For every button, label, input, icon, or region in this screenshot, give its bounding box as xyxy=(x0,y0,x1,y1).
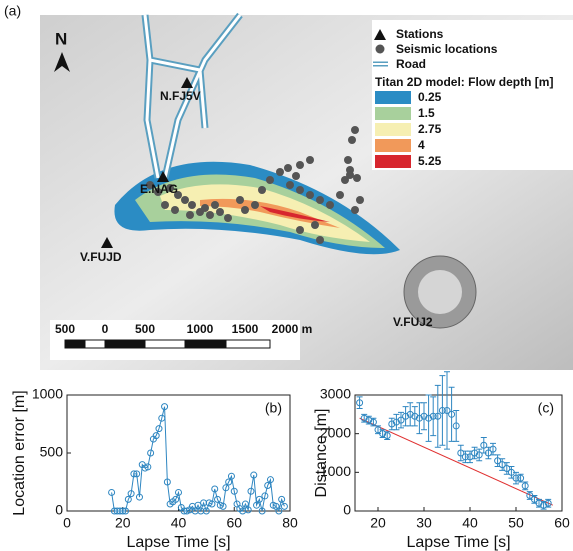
seismic-dot xyxy=(161,201,169,209)
crater-inner xyxy=(418,270,462,314)
seismic-dot xyxy=(186,211,194,219)
x-tick-label: 40 xyxy=(462,515,478,531)
seismic-dot xyxy=(346,171,354,179)
seismic-dot xyxy=(353,174,361,182)
seismic-dot xyxy=(326,201,334,209)
seismic-dot xyxy=(236,196,244,204)
colorbar-title: Titan 2D model: Flow depth [m] xyxy=(375,75,553,89)
seismic-dot xyxy=(241,206,249,214)
plot-area xyxy=(355,395,562,511)
seismic-dot xyxy=(181,196,189,204)
seismic-dot xyxy=(206,211,214,219)
panel-label: (b) xyxy=(265,400,282,416)
y-tick-label: 3000 xyxy=(320,386,351,402)
scale-label: 500 xyxy=(55,322,75,336)
seismic-dot xyxy=(306,156,314,164)
seismic-dot xyxy=(311,221,319,229)
seismic-dot xyxy=(306,191,314,199)
seismic-dot xyxy=(356,196,364,204)
color-swatch xyxy=(375,155,411,168)
scale-label: 2000 m xyxy=(272,322,313,336)
colorbar-label: 2.75 xyxy=(418,122,442,136)
legend-label: Road xyxy=(396,57,426,71)
colorbar-label: 1.5 xyxy=(418,106,435,120)
y-tick-label: 500 xyxy=(40,444,64,460)
station-label: E.NAG xyxy=(140,182,178,196)
x-tick-label: 20 xyxy=(370,515,386,531)
colorbar-label: 4 xyxy=(418,138,425,152)
seismic-dot xyxy=(284,164,292,172)
color-swatch xyxy=(375,139,411,152)
y-axis-label: Location error [m] xyxy=(11,390,28,515)
x-tick-label: 60 xyxy=(554,515,570,531)
seismic-dot xyxy=(351,126,359,134)
x-axis-label: Lapse Time [s] xyxy=(126,534,230,551)
legend-marker xyxy=(376,45,385,54)
panel-label: (a) xyxy=(4,3,21,19)
seismic-dot xyxy=(258,186,266,194)
x-tick-label: 0 xyxy=(63,515,71,531)
seismic-dot xyxy=(251,201,259,209)
seismic-dot xyxy=(344,156,352,164)
scale-label: 0 xyxy=(102,322,109,336)
seismic-dot xyxy=(316,196,324,204)
colorbar-label: 5.25 xyxy=(418,154,442,168)
seismic-dot xyxy=(276,168,284,176)
x-tick-label: 20 xyxy=(115,515,131,531)
scale-label: 500 xyxy=(135,322,155,336)
x-axis-label: Lapse Time [s] xyxy=(406,534,510,551)
station-label: N.FJ5V xyxy=(160,89,201,103)
panel-label: (c) xyxy=(538,400,554,416)
scale-label: 1000 xyxy=(187,322,214,336)
legend-label: Seismic locations xyxy=(396,42,498,56)
seismic-dot xyxy=(286,181,294,189)
seismic-dot xyxy=(316,236,324,244)
y-tick-label: 0 xyxy=(343,502,351,518)
station-label: V.FUJ2 xyxy=(393,315,433,329)
seismic-dot xyxy=(188,201,196,209)
x-tick-label: 60 xyxy=(226,515,242,531)
y-tick-label: 1000 xyxy=(32,386,63,402)
legend-label: Stations xyxy=(396,27,444,41)
seismic-dot xyxy=(201,204,209,212)
station-label: V.FUJD xyxy=(80,250,122,264)
seismic-dot xyxy=(216,208,224,216)
seismic-dot xyxy=(296,226,304,234)
figure: N.FJ5V E.NAG V.FUJD V.FUJ2 (a) N Station… xyxy=(0,0,573,551)
seismic-dot xyxy=(296,186,304,194)
colorbar-label: 0.25 xyxy=(418,90,442,104)
x-tick-label: 40 xyxy=(171,515,187,531)
color-swatch xyxy=(375,107,411,120)
scale-label: 1500 xyxy=(232,322,259,336)
seismic-dot xyxy=(348,136,356,144)
color-swatch xyxy=(375,123,411,136)
seismic-dot xyxy=(296,161,304,169)
x-tick-label: 30 xyxy=(416,515,432,531)
seismic-dot xyxy=(211,201,219,209)
seismic-dot xyxy=(266,176,274,184)
seismic-dot xyxy=(336,191,344,199)
y-axis-label: Distance [m] xyxy=(313,409,330,498)
seismic-dot xyxy=(224,214,232,222)
seismic-dot xyxy=(351,206,359,214)
seismic-dot xyxy=(171,206,179,214)
seismic-dot xyxy=(292,172,300,180)
color-swatch xyxy=(375,91,411,104)
scale-bar xyxy=(65,340,270,348)
north-label: N xyxy=(55,29,67,48)
x-tick-label: 80 xyxy=(282,515,298,531)
x-tick-label: 50 xyxy=(508,515,524,531)
y-tick-label: 0 xyxy=(55,502,63,518)
